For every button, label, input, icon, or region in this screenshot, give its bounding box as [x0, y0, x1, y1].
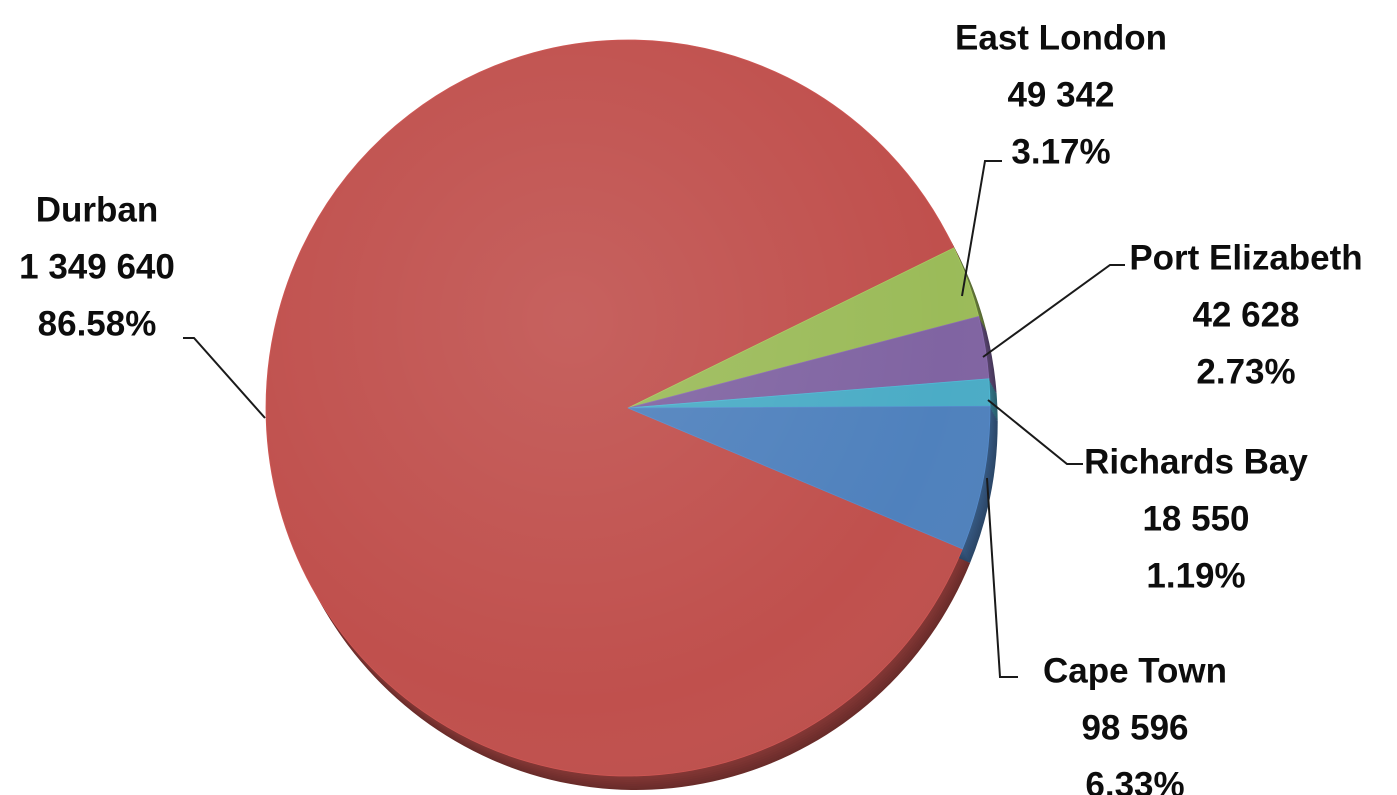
slice-percent-port-elizabeth: 2.73% — [1196, 352, 1295, 391]
slice-label-east-london: East London — [955, 18, 1167, 57]
slice-value-east-london: 49 342 — [1007, 75, 1114, 114]
slice-percent-east-london: 3.17% — [1011, 132, 1110, 171]
leader-line-richards-bay — [987, 399, 1083, 465]
leader-lines — [183, 160, 1125, 678]
slice-percent-richards-bay: 1.19% — [1146, 556, 1245, 595]
slice-percent-durban: 86.58% — [38, 304, 157, 343]
leader-line-cape-town — [986, 477, 1018, 678]
slice-label-cape-town: Cape Town — [1043, 651, 1227, 690]
slice-label-port-elizabeth: Port Elizabeth — [1129, 238, 1362, 277]
leader-line-east-london — [961, 160, 1002, 297]
leader-line-port-elizabeth — [982, 264, 1125, 358]
pie-slices — [265, 39, 991, 777]
leader-line-durban — [183, 337, 266, 419]
slice-value-richards-bay: 18 550 — [1142, 499, 1249, 538]
slice-value-durban: 1 349 640 — [19, 247, 175, 286]
slice-value-cape-town: 98 596 — [1081, 708, 1188, 747]
slice-labels: Durban 1 349 640 86.58% East London 49 342 3.… — [19, 18, 1363, 795]
slice-label-durban: Durban — [36, 190, 159, 229]
slice-percent-cape-town: 6.33% — [1085, 765, 1184, 795]
slice-value-port-elizabeth: 42 628 — [1192, 295, 1299, 334]
slice-label-richards-bay: Richards Bay — [1084, 442, 1308, 481]
